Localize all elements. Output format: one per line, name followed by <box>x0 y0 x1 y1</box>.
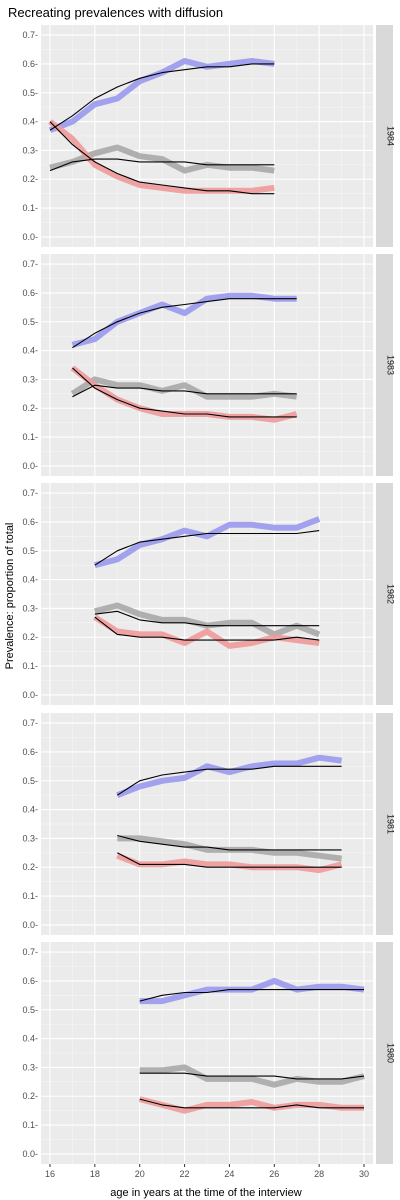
facet-strip-label: 1980 <box>386 1043 396 1063</box>
facet-strip <box>376 483 393 705</box>
fitted-series-line <box>49 121 275 195</box>
facet-strip-label: 1983 <box>386 355 396 375</box>
y-tick-label: 0.6- <box>22 976 38 986</box>
y-tick-label: 0.0- <box>22 1149 38 1159</box>
y-tick-label: 0.2- <box>22 1091 38 1101</box>
fitted-series-line <box>117 765 342 796</box>
y-tick-label: 0.7- <box>22 718 38 728</box>
y-tick-label: 0.3- <box>22 1062 38 1072</box>
y-tick-label: 0.4- <box>22 805 38 815</box>
y-tick-label: 0.1- <box>22 1120 38 1130</box>
y-tick-label: 0.6- <box>22 288 38 298</box>
y-tick-label: 0.2- <box>22 632 38 642</box>
y-tick-label: 0.4- <box>22 575 38 585</box>
y-tick-label: 0.1- <box>22 661 38 671</box>
y-tick-label: 0.3- <box>22 603 38 613</box>
x-tick-label: 26 <box>269 1169 279 1179</box>
x-tick-label: 16 <box>45 1169 55 1179</box>
y-tick-label: 0.5- <box>22 546 38 556</box>
fitted-series-line <box>139 1098 364 1109</box>
facet-panel-1980: 0.0- 0.1- 0.2- 0.3- 0.4- 0.5- 0.6- 0.7- 1980 <box>22 942 396 1164</box>
x-axis: 16 18 20 22 24 26 28 30 <box>45 1164 369 1179</box>
facet-panel-1981: 0.0- 0.1- 0.2- 0.3- 0.4- 0.5- 0.6- 0.7- 1981 <box>22 713 396 935</box>
y-tick-label: 0.0- <box>22 461 38 471</box>
chart-title: Recreating prevalences with diffusion <box>8 5 223 20</box>
y-tick-label: 0.3- <box>22 374 38 384</box>
y-tick-label: 0.7- <box>22 947 38 957</box>
facet-strip-label: 1982 <box>386 584 396 604</box>
observed-series-line <box>139 1064 365 1088</box>
facet-strip-label: 1984 <box>386 126 396 146</box>
y-tick-label: 0.0- <box>22 232 38 242</box>
facet-strip-label: 1981 <box>386 814 396 834</box>
y-tick-label: 0.3- <box>22 145 38 155</box>
observed-series-line <box>116 754 342 798</box>
y-tick-label: 0.6- <box>22 747 38 757</box>
fitted-series-line <box>117 834 342 851</box>
y-tick-label: 0.5- <box>22 776 38 786</box>
y-tick-label: 0.5- <box>22 1005 38 1015</box>
fitted-series-line <box>94 616 320 641</box>
y-tick-label: 0.6- <box>22 517 38 527</box>
facet-strip <box>376 254 393 476</box>
x-tick-label: 24 <box>224 1169 234 1179</box>
y-tick-label: 0.0- <box>22 690 38 700</box>
y-tick-label: 0.2- <box>22 862 38 872</box>
y-tick-label: 0.1- <box>22 203 38 213</box>
fitted-series-line <box>94 610 320 627</box>
fitted-series-line <box>72 384 297 398</box>
fitted-series-line <box>139 1072 365 1080</box>
y-tick-label: 0.7- <box>22 30 38 40</box>
observed-series-line <box>93 614 320 649</box>
y-tick-label: 0.1- <box>22 891 38 901</box>
facet-panel-1984: 0.0- 0.1- 0.2- 0.3- 0.4- 0.5- 0.6- 0.7- 1984 <box>22 25 396 247</box>
y-axis-title: Prevalence: proportion of total <box>4 523 16 670</box>
y-tick-label: 0.6- <box>22 59 38 69</box>
x-tick-label: 20 <box>135 1169 145 1179</box>
y-tick-label: 0.7- <box>22 488 38 498</box>
facet-strip <box>376 25 393 247</box>
y-tick-label: 0.2- <box>22 174 38 184</box>
facet-panel-1983: 0.0- 0.1- 0.2- 0.3- 0.4- 0.5- 0.6- 0.7- 1983 <box>22 254 396 476</box>
fitted-series-line <box>117 852 342 868</box>
fitted-series-line <box>72 298 297 349</box>
fitted-series-line <box>49 158 275 172</box>
x-tick-label: 22 <box>180 1169 190 1179</box>
y-tick-label: 0.5- <box>22 317 38 327</box>
y-tick-label: 0.2- <box>22 403 38 413</box>
x-tick-label: 28 <box>314 1169 324 1179</box>
y-tick-label: 0.5- <box>22 88 38 98</box>
y-tick-label: 0.1- <box>22 432 38 442</box>
y-tick-label: 0.0- <box>22 920 38 930</box>
facet-strip <box>376 713 393 935</box>
fitted-series-line <box>49 63 275 131</box>
fitted-series-line <box>72 367 297 418</box>
fitted-series-line <box>94 530 320 566</box>
y-tick-label: 0.4- <box>22 117 38 127</box>
y-tick-label: 0.4- <box>22 1034 38 1044</box>
x-tick-label: 30 <box>359 1169 369 1179</box>
y-tick-label: 0.3- <box>22 833 38 843</box>
y-tick-label: 0.7- <box>22 259 38 269</box>
x-axis-title: age in years at the time of the intervie… <box>110 1187 301 1199</box>
x-tick-label: 18 <box>90 1169 100 1179</box>
observed-series-line <box>70 376 298 400</box>
facet-strip <box>376 942 393 1164</box>
observed-series-line <box>138 1096 364 1114</box>
observed-series-line <box>71 292 297 348</box>
y-tick-label: 0.4- <box>22 346 38 356</box>
facet-panels: 0.0-0.1-0.2-0.3-0.4-0.5-0.6-0.7-19840.0-… <box>22 25 396 1164</box>
fitted-series-line <box>139 989 364 1002</box>
facet-panel-1982: 0.0- 0.1- 0.2- 0.3- 0.4- 0.5- 0.6- 0.7- 1982 <box>22 483 396 705</box>
observed-series-line <box>94 516 321 569</box>
